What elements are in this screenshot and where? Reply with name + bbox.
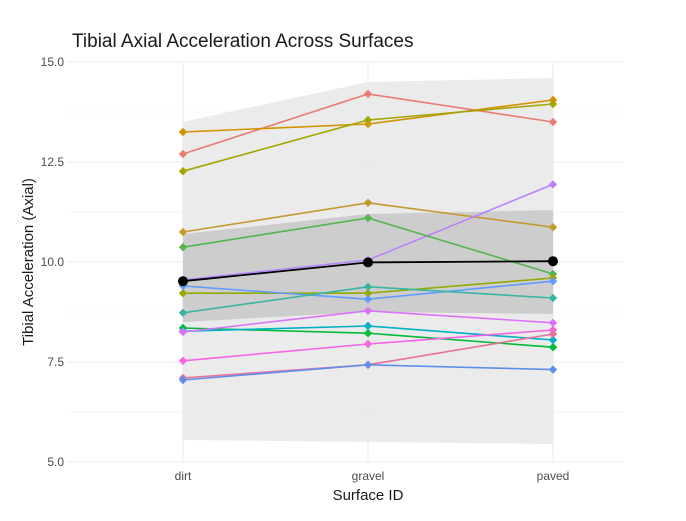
point-subject-11-gravel — [363, 321, 373, 331]
point-subject-06-gravel — [363, 213, 373, 223]
point-subject-04-dirt — [178, 227, 188, 237]
point-subject-10-gravel — [363, 329, 373, 338]
point-subject-08-paved — [548, 277, 558, 286]
y-tick-label: 15.0 — [41, 55, 65, 69]
y-tick-labels: 5.0 7.5 10.0 12.5 15.0 — [41, 55, 65, 469]
point-subject-09-gravel — [363, 282, 373, 291]
point-subject-12-gravel — [363, 306, 373, 315]
series-points — [178, 89, 558, 385]
point-subject-01-gravel — [363, 89, 373, 99]
point-subject-10-paved — [548, 343, 558, 352]
point-mean-dirt — [178, 276, 188, 287]
x-tick-labels: dirt gravel paved — [175, 469, 570, 483]
point-subject-01-dirt — [178, 149, 188, 159]
point-subject-14-paved — [548, 329, 558, 339]
point-subject-15-paved — [548, 365, 558, 374]
point-subject-01-paved — [548, 117, 558, 127]
point-mean-gravel — [363, 257, 373, 268]
point-subject-15-gravel — [363, 360, 373, 369]
point-subject-03-paved — [548, 99, 558, 109]
point-subject-06-dirt — [178, 243, 188, 252]
point-subject-09-paved — [548, 293, 558, 303]
point-subject-11-paved — [548, 335, 558, 345]
point-subject-04-paved — [548, 223, 558, 232]
point-subject-08-gravel — [363, 295, 373, 304]
point-subject-12-dirt — [178, 327, 188, 337]
point-subject-13-gravel — [363, 339, 373, 349]
point-subject-07-dirt — [178, 289, 188, 298]
x-tick-label: gravel — [352, 469, 385, 483]
point-subject-04-gravel — [363, 198, 373, 207]
point-subject-03-dirt — [178, 167, 188, 176]
x-tick-label: paved — [537, 469, 570, 483]
y-tick-label: 10.0 — [41, 255, 65, 269]
point-subject-09-dirt — [178, 308, 188, 317]
point-subject-12-paved — [548, 318, 558, 327]
y-tick-label: 12.5 — [41, 155, 65, 169]
x-axis-title: Surface ID — [333, 487, 404, 504]
point-mean-paved — [548, 256, 558, 267]
chart-title: Tibial Axial Acceleration Across Surface… — [72, 31, 413, 52]
point-subject-02-dirt — [178, 127, 188, 137]
point-subject-05-paved — [548, 180, 558, 189]
point-subject-07-gravel — [363, 289, 373, 298]
y-tick-label: 7.5 — [47, 355, 64, 369]
y-axis-title: Tibial Acceleration (Axial) — [20, 178, 37, 346]
x-tick-label: dirt — [175, 469, 192, 483]
point-subject-03-gravel — [363, 115, 373, 125]
point-subject-13-dirt — [178, 356, 188, 365]
point-subject-15-dirt — [178, 375, 188, 385]
y-tick-label: 5.0 — [47, 455, 64, 469]
